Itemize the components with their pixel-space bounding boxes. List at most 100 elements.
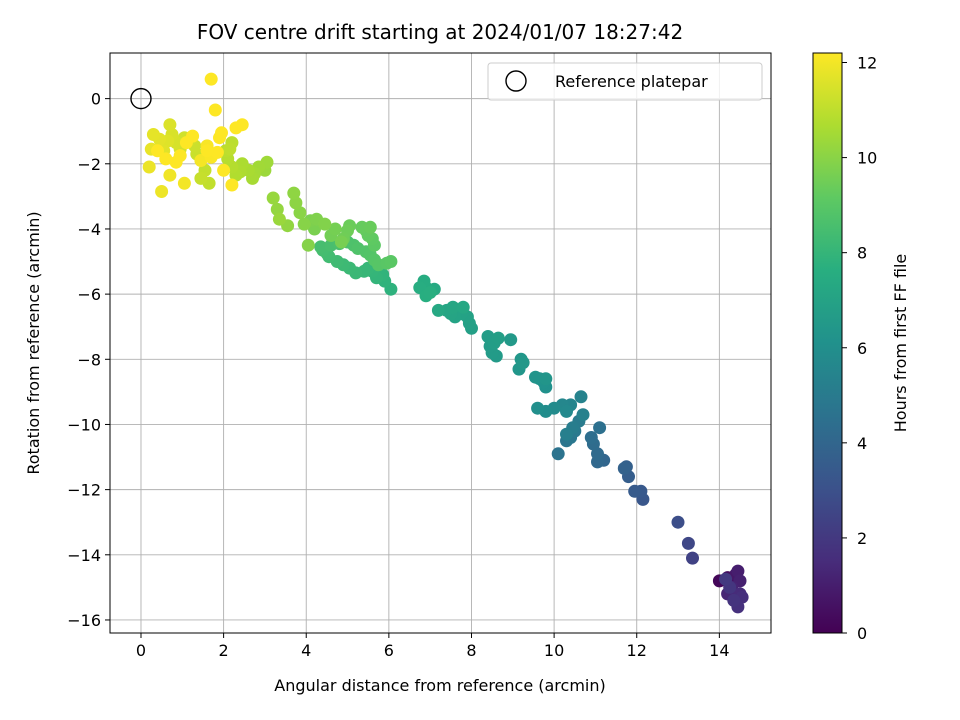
data-point (584, 431, 598, 444)
y-tick-label: −14 (67, 546, 101, 565)
data-point (551, 447, 565, 461)
y-axis-ticks: 0 −2 −4 −6 −8 −10 −12 −14 −16 (67, 90, 110, 630)
reference-platepar-marker (130, 87, 152, 110)
y-tick-label: −16 (67, 611, 101, 630)
data-point (593, 421, 607, 435)
chart-title: FOV centre drift starting at 2024/01/07 … (197, 20, 683, 44)
data-point (539, 372, 553, 386)
data-point (529, 370, 542, 384)
colorbar-tick-label: 4 (857, 434, 867, 453)
colorbar: 0 2 4 6 8 10 12 Hours from first FF file (812, 52, 910, 643)
grid-lines (110, 53, 771, 633)
data-point (293, 206, 307, 220)
data-point (574, 390, 588, 404)
data-point (142, 160, 156, 174)
legend-marker-open-circle (505, 70, 527, 92)
data-point (204, 72, 218, 86)
data-point (223, 142, 237, 156)
data-point (200, 144, 214, 158)
data-point (671, 515, 685, 529)
data-point (146, 128, 160, 141)
plot-frame (109, 52, 772, 634)
data-point (235, 118, 249, 132)
x-tick-label: 10 (544, 641, 564, 660)
data-point (334, 235, 348, 249)
data-point (328, 222, 342, 236)
y-tick-label: −8 (77, 350, 101, 369)
data-point (169, 155, 183, 169)
colorbar-tick-label: 0 (857, 624, 867, 643)
x-tick-label: 0 (136, 641, 146, 660)
y-tick-label: −4 (77, 220, 101, 239)
data-point (272, 212, 286, 226)
data-point (617, 461, 631, 475)
data-point (194, 154, 208, 167)
data-point (531, 401, 545, 415)
data-point (159, 152, 173, 166)
colorbar-tick-label: 6 (857, 339, 867, 358)
colorbar-tick-label: 10 (857, 149, 877, 168)
y-tick-label: −12 (67, 481, 101, 500)
x-axis-label: Angular distance from reference (arcmin) (274, 676, 605, 695)
x-tick-label: 2 (219, 641, 229, 660)
y-axis-label: Rotation from reference (arcmin) (24, 211, 43, 474)
colorbar-tick-label: 12 (857, 54, 877, 73)
data-point (217, 163, 231, 177)
x-tick-label: 4 (301, 641, 311, 660)
x-tick-label: 12 (627, 641, 647, 660)
data-point (215, 126, 228, 140)
data-point (194, 171, 208, 185)
x-axis-ticks: 0 2 4 6 8 10 12 14 (136, 633, 730, 660)
data-point (681, 536, 695, 550)
data-point (163, 118, 177, 132)
colorbar-tick-label: 8 (857, 244, 867, 263)
data-point (491, 331, 505, 345)
data-point (151, 144, 164, 158)
data-point (318, 217, 332, 231)
data-point (155, 185, 169, 198)
data-point (719, 572, 733, 586)
data-point (560, 404, 573, 418)
data-point (287, 186, 301, 200)
x-tick-label: 8 (466, 641, 476, 660)
data-point (363, 220, 377, 234)
data-point (446, 300, 460, 314)
data-point (504, 333, 518, 347)
legend: Reference platepar (487, 62, 763, 101)
data-point (384, 255, 398, 268)
data-point (576, 408, 590, 422)
data-point (686, 551, 699, 565)
x-tick-label: 6 (384, 641, 394, 660)
data-point (456, 300, 470, 314)
data-point (628, 484, 642, 498)
data-point (210, 145, 224, 159)
data-point (591, 447, 604, 461)
y-tick-label: −6 (77, 285, 101, 304)
y-tick-label: −10 (67, 415, 101, 434)
data-point (423, 286, 437, 299)
data-point (266, 191, 280, 205)
colorbar-tick-label: 2 (857, 529, 867, 548)
data-point (727, 593, 741, 607)
data-point (270, 202, 284, 216)
data-point (731, 564, 745, 578)
data-point (225, 178, 239, 192)
data-point (163, 168, 177, 182)
data-point (431, 303, 445, 317)
colorbar-label: Hours from first FF file (891, 254, 910, 433)
data-point (208, 103, 222, 117)
data-point (314, 240, 328, 254)
x-tick-label: 14 (709, 641, 729, 660)
data-point (301, 238, 315, 252)
data-point (177, 176, 191, 190)
data-point (516, 356, 530, 370)
legend-box (487, 62, 763, 101)
y-tick-label: −2 (77, 155, 101, 174)
data-point (289, 196, 303, 210)
data-point (297, 217, 311, 231)
data-point (560, 427, 573, 441)
y-tick-label: 0 (91, 90, 101, 109)
data-points (142, 72, 749, 614)
